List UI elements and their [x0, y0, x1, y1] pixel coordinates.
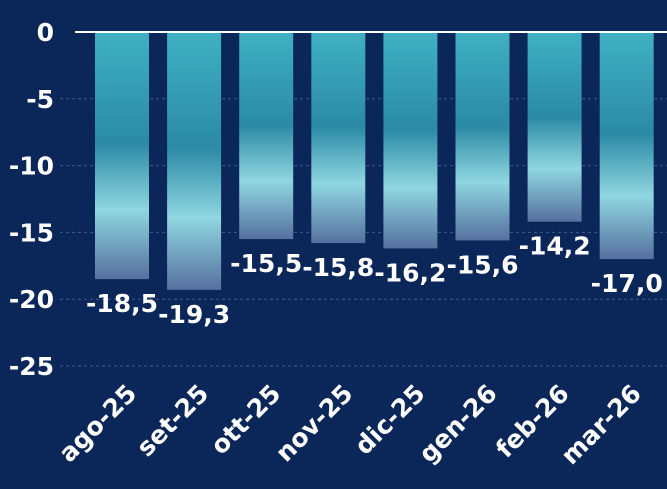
bar [456, 32, 510, 240]
bar [95, 32, 149, 279]
y-tick-label: -5 [26, 85, 54, 114]
y-tick-label: -10 [9, 152, 54, 181]
y-tick-label: -25 [9, 352, 54, 381]
x-tick-label: mar-26 [555, 379, 647, 471]
bar [600, 32, 654, 259]
x-tick-label: gen-26 [413, 379, 503, 469]
y-tick-label: -15 [9, 218, 54, 247]
data-label: -19,3 [158, 300, 230, 329]
data-label: -15,5 [230, 249, 302, 278]
data-label: -17,0 [591, 269, 663, 298]
y-tick-label: 0 [37, 18, 54, 47]
bar [239, 32, 293, 239]
x-axis: ago-25set-25ott-25nov-25dic-25gen-26feb-… [53, 379, 647, 471]
bar [528, 32, 582, 222]
data-label: -16,2 [374, 258, 446, 287]
data-label: -15,8 [302, 253, 374, 282]
data-label: -15,6 [446, 250, 518, 279]
data-label: -14,2 [519, 232, 591, 261]
x-tick-label: ago-25 [53, 379, 142, 468]
bar [383, 32, 437, 248]
x-tick-label: set-25 [131, 379, 214, 462]
y-axis: 0 -5 -10 -15 -20 -25 [9, 18, 54, 381]
x-tick-label: nov-25 [270, 379, 359, 468]
bar [167, 32, 221, 290]
y-tick-label: -20 [9, 285, 54, 314]
bar [311, 32, 365, 243]
data-label: -18,5 [86, 289, 158, 318]
